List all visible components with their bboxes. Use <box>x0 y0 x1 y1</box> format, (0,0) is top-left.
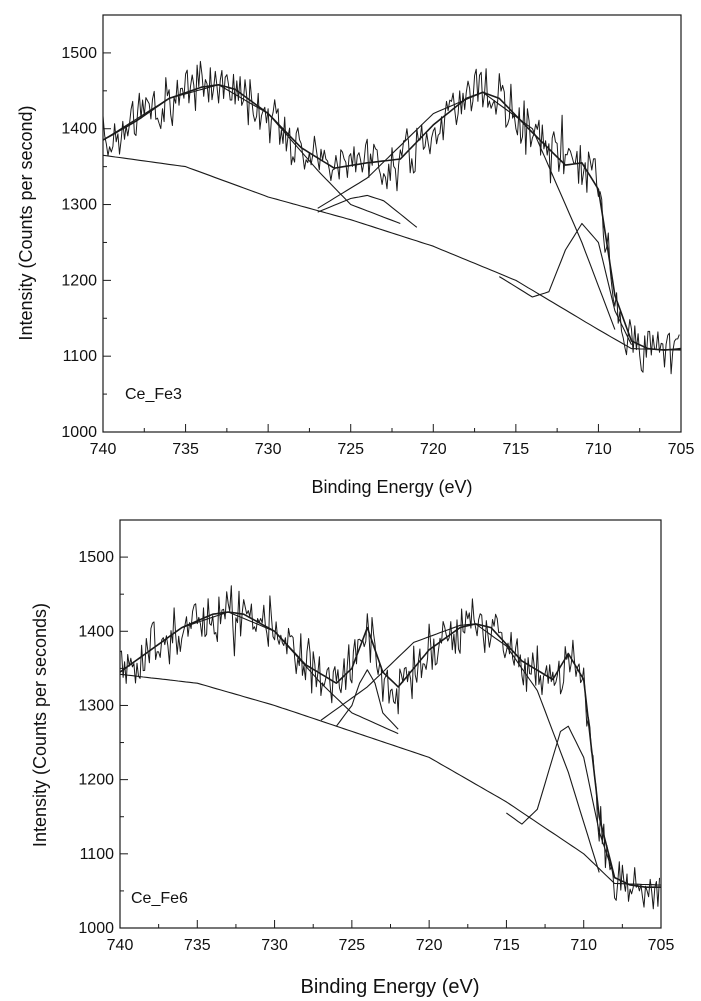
background-curve <box>102 154 682 351</box>
y-tick-label: 1200 <box>78 772 114 789</box>
x-tick-label: 735 <box>172 441 199 458</box>
x-tick-label: 740 <box>90 441 117 458</box>
x-tick-label: 720 <box>420 441 447 458</box>
x-tick-label: 705 <box>668 441 695 458</box>
xps-chart-ce-fe3: 740 735 730 725 720 715 710 705 1000 1100 1200 130… <box>16 14 695 497</box>
component-curve <box>499 222 632 346</box>
x-tick-label: 740 <box>107 937 134 954</box>
y-axis-label: Intensity (Counts per second) <box>16 105 36 340</box>
background-curve <box>119 673 662 886</box>
envelope-curve <box>102 84 682 351</box>
plot-area <box>102 60 682 375</box>
plot-frame <box>119 519 662 929</box>
x-tick-label: 715 <box>503 441 530 458</box>
y-tick-label: 1100 <box>80 846 115 863</box>
y-tick-label: 1400 <box>78 623 114 640</box>
x-tick-label: 710 <box>570 937 597 954</box>
x-tick-label: 715 <box>493 937 520 954</box>
sample-label: Ce_Fe3 <box>125 386 182 403</box>
y-tick-label: 1000 <box>78 920 114 937</box>
component-curve <box>317 194 418 228</box>
component-curve <box>317 91 616 330</box>
x-tick-label: 725 <box>337 441 364 458</box>
y-tick-label: 1400 <box>61 121 97 138</box>
chart-panel-ce-fe6: 740 735 730 725 720 715 710 705 1000 1100 1200 130… <box>0 500 701 1001</box>
envelope-curve <box>119 611 661 888</box>
x-tick-label: 730 <box>261 937 288 954</box>
xps-chart-ce-fe6: 740 735 730 725 720 715 710 705 1000 1100 1200 130… <box>30 519 675 998</box>
x-axis-label: Binding Energy (eV) <box>301 976 480 998</box>
y-tick-label: 1300 <box>78 697 114 714</box>
component-curve <box>119 611 399 735</box>
x-tick-label: 720 <box>416 937 443 954</box>
y-tick-label: 1000 <box>61 424 97 441</box>
y-axis-label: Intensity (Counts per seconds) <box>30 603 50 847</box>
y-tick-label: 1100 <box>63 348 98 365</box>
sample-label: Ce_Fe6 <box>131 890 188 907</box>
x-tick-label: 710 <box>585 441 612 458</box>
plot-frame <box>102 14 682 433</box>
raw-curve <box>119 585 660 910</box>
y-tick-label: 1200 <box>61 272 97 289</box>
x-axis-label: Binding Energy (eV) <box>311 477 472 497</box>
y-axis: 1000 1100 1200 1300 1400 1500 <box>78 549 128 937</box>
raw-curve <box>102 60 680 375</box>
y-tick-label: 1500 <box>61 45 97 62</box>
component-curve <box>506 725 616 878</box>
x-tick-label: 705 <box>648 937 675 954</box>
x-tick-label: 725 <box>339 937 366 954</box>
x-tick-label: 735 <box>184 937 211 954</box>
x-axis: 740 735 730 725 720 715 710 705 <box>90 424 695 458</box>
component-curve <box>102 84 401 225</box>
chart-panel-ce-fe3: 740 735 730 725 720 715 710 705 1000 1100 1200 130… <box>0 0 701 500</box>
y-tick-label: 1500 <box>78 549 114 566</box>
component-curve <box>320 623 600 873</box>
y-axis: 1000 1100 1200 1300 1400 1500 <box>61 45 111 441</box>
x-tick-label: 730 <box>255 441 282 458</box>
component-curve <box>335 669 399 730</box>
x-axis: 740 735 730 725 720 715 710 705 <box>107 920 675 954</box>
y-tick-label: 1300 <box>61 197 97 214</box>
plot-area <box>119 585 662 910</box>
